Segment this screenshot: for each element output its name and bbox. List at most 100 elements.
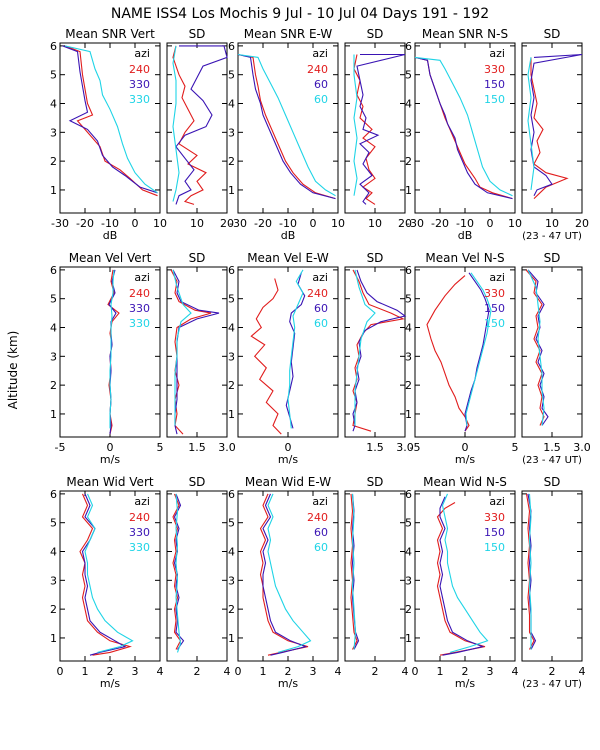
panel-0-0: Mean SNR Vert 1 2 3 4 5 6 -30 -20 -10 0 10 dB azi 240 3…	[50, 27, 167, 242]
series-line-red	[250, 278, 282, 435]
y-tick-label: 5	[405, 293, 412, 306]
panel-0-2: Mean SNR E-W 1 2 3 4 5 6 -30 -20 -10 0 10 dB azi 240 60…	[228, 27, 345, 242]
series-line-blue	[352, 269, 407, 432]
panel-2-3: SD 2 4	[344, 475, 409, 678]
y-tick-label: 4	[50, 322, 57, 335]
x-tick-label: 3	[310, 665, 317, 678]
x-tick-label: 20	[220, 217, 234, 230]
legend-entry: 240	[129, 511, 150, 524]
y-tick-label: 5	[228, 517, 235, 530]
y-tick-label: 6	[228, 40, 235, 53]
legend-entry: 60	[314, 541, 328, 554]
legend-entry: 60	[314, 302, 328, 315]
x-tick-label: 20	[575, 217, 589, 230]
x-axis-label: m/s	[455, 453, 475, 466]
x-tick-label: 0	[487, 217, 494, 230]
x-tick-label: 4	[512, 665, 519, 678]
series-line-blue	[527, 493, 537, 650]
x-axis-label: dB	[458, 229, 473, 242]
x-axis-label: dB	[103, 229, 118, 242]
y-tick-label: 2	[228, 603, 235, 616]
x-tick-label: 2	[549, 665, 556, 678]
y-tick-label: 2	[228, 379, 235, 392]
y-tick-label: 1	[405, 408, 412, 421]
series-line-cyan	[84, 493, 134, 653]
series-line-blue	[62, 45, 158, 194]
legend-entry: 150	[484, 526, 505, 539]
y-tick-label: 1	[50, 184, 57, 197]
series-line-cyan	[175, 493, 182, 653]
y-tick-label: 6	[50, 40, 57, 53]
series-line-cyan	[527, 57, 535, 190]
y-tick-label: 4	[50, 98, 57, 111]
legend-header: azi	[312, 495, 328, 508]
y-tick-label: 4	[228, 546, 235, 559]
x-tick-label: 10	[153, 217, 167, 230]
legend-entry: 240	[307, 511, 328, 524]
x-tick-label: 1	[437, 665, 444, 678]
legend-entry: 330	[484, 63, 505, 76]
series-line-red	[64, 45, 158, 197]
y-tick-label: 2	[405, 603, 412, 616]
series-line-red	[237, 53, 336, 200]
panel-0-5: SD 10 20	[521, 27, 589, 230]
y-tick-label: 2	[50, 603, 57, 616]
series-line-red	[525, 269, 545, 426]
y-tick-label: 3	[405, 350, 412, 363]
x-tick-label: 0	[107, 441, 114, 454]
series-line-blue	[414, 56, 513, 200]
panel-0-4: Mean SNR N-S 1 2 3 4 5 6 -30 -20 -10 0 10 dB azi 330 15…	[405, 27, 522, 242]
x-tick-label: -20	[76, 217, 94, 230]
panel-frame	[521, 266, 583, 438]
series-line-cyan	[353, 54, 358, 196]
series-line-red	[352, 269, 405, 432]
series-line-red	[107, 269, 120, 435]
legend-header: azi	[489, 271, 505, 284]
panel-0-1: SD 10 20	[166, 27, 234, 230]
panel-title: Mean Wid E-W	[245, 475, 331, 489]
y-tick-label: 3	[405, 574, 412, 587]
x-tick-label: 4	[402, 665, 409, 678]
x-tick-label: 0	[310, 217, 317, 230]
y-tick-label: 3	[50, 574, 57, 587]
series-line-cyan	[237, 53, 336, 197]
legend-entry: 150	[484, 541, 505, 554]
series-line-cyan	[109, 269, 115, 429]
x-tick-label: 10	[508, 217, 522, 230]
row-note: (23 - 47 UT)	[522, 679, 582, 690]
series-line-blue	[262, 493, 308, 656]
legend-entry: 240	[307, 63, 328, 76]
legend-entry: 150	[484, 78, 505, 91]
y-tick-label: 4	[228, 98, 235, 111]
panel-2-4: Mean Wid N-S 1 2 3 4 5 6 0 1 2 3 4 m/s azi 330 150 150	[405, 475, 519, 690]
y-tick-label: 1	[405, 632, 412, 645]
y-tick-label: 5	[228, 293, 235, 306]
x-tick-label: 2	[372, 665, 379, 678]
legend-entry: 330	[129, 93, 150, 106]
series-line-cyan	[465, 272, 492, 426]
y-tick-label: 6	[405, 264, 412, 277]
y-tick-label: 5	[50, 69, 57, 82]
x-axis-label: m/s	[278, 677, 298, 690]
y-tick-label: 1	[228, 408, 235, 421]
legend-header: azi	[134, 271, 150, 284]
x-tick-label: 1.5	[366, 441, 384, 454]
y-tick-label: 6	[228, 488, 235, 501]
legend-entry: 330	[129, 317, 150, 330]
x-tick-label: 0	[235, 665, 242, 678]
chart-title: NAME ISS4 Los Mochis 9 Jul - 10 Jul 04 D…	[111, 6, 489, 22]
legend-header: azi	[489, 495, 505, 508]
panel-2-1: SD 2 4	[166, 475, 231, 678]
x-tick-label: 1.5	[543, 441, 561, 454]
panel-title: SD	[544, 27, 561, 41]
series-line-red	[79, 493, 132, 656]
x-tick-label: 2	[462, 665, 469, 678]
legend-entry: 330	[484, 511, 505, 524]
x-tick-label: -5	[410, 441, 421, 454]
y-axis-label: Altitude (km)	[6, 331, 20, 410]
x-tick-label: -30	[406, 217, 424, 230]
x-tick-label: 1	[260, 665, 267, 678]
panel-2-0: Mean Wid Vert 1 2 3 4 5 6 0 1 2 3 4 m/s azi 240 330 330	[50, 475, 164, 690]
x-tick-label: 5	[512, 441, 519, 454]
panel-2-5: SD 2 4	[521, 475, 586, 678]
